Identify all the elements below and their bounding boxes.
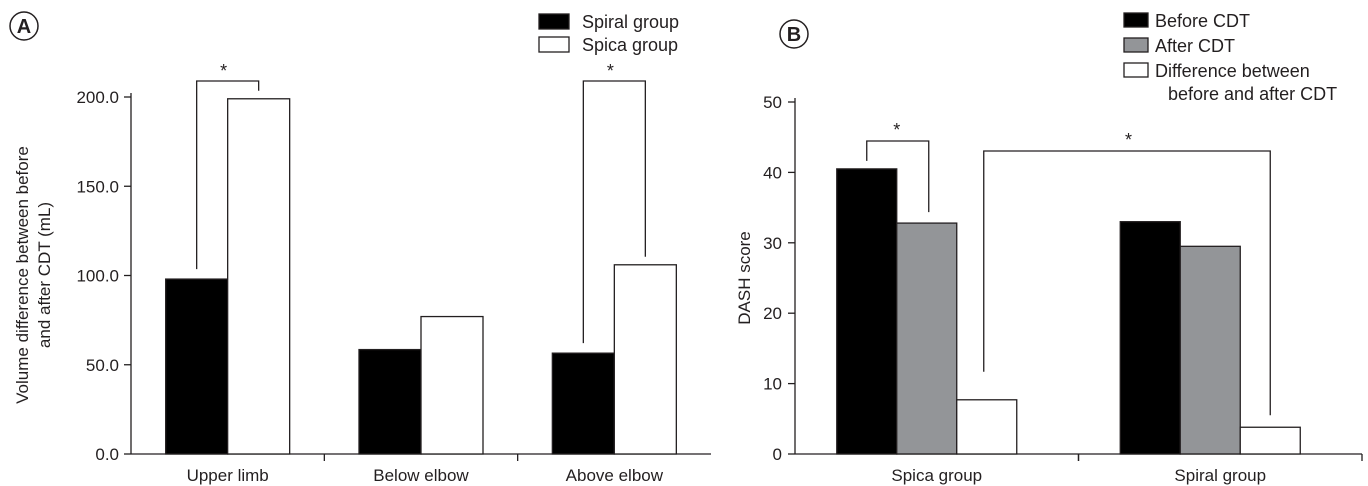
bar-difference-between-before-and-after-cdt bbox=[1239, 426, 1301, 455]
x-tick-label: Above elbow bbox=[566, 466, 664, 485]
x-tick-label: Spica group bbox=[891, 466, 982, 485]
y-tick-label: 50 bbox=[763, 93, 782, 112]
legend-label: Spica group bbox=[582, 35, 678, 55]
y-tick-label: 50.0 bbox=[86, 356, 119, 375]
legend-swatch bbox=[1123, 37, 1149, 53]
bar-spiral-group bbox=[551, 352, 615, 455]
y-tick-label: 0.0 bbox=[95, 445, 119, 464]
panel-label: B bbox=[787, 24, 801, 46]
legend-label: Difference between bbox=[1155, 61, 1310, 81]
legend-swatch bbox=[538, 36, 570, 53]
legend-label: before and after CDT bbox=[1168, 84, 1337, 104]
y-tick-label: 0 bbox=[773, 445, 782, 464]
y-tick-label: 200.0 bbox=[76, 88, 119, 107]
y-tick-label: 40 bbox=[763, 163, 782, 182]
x-tick-label: Below elbow bbox=[373, 466, 469, 485]
significance-bracket bbox=[582, 80, 646, 344]
significance-star: * bbox=[220, 61, 227, 81]
panel-label-circle bbox=[9, 11, 39, 41]
bar-before-cdt bbox=[1119, 221, 1181, 455]
panel-label: A bbox=[17, 16, 31, 38]
legend-label: Before CDT bbox=[1155, 11, 1250, 31]
significance-star: * bbox=[607, 61, 614, 81]
bar-spica-group bbox=[613, 264, 677, 455]
legend-label: Spiral group bbox=[582, 12, 679, 32]
significance-bracket bbox=[983, 150, 1271, 416]
x-tick-label: Upper limb bbox=[187, 466, 269, 485]
y-tick-label: 100.0 bbox=[76, 267, 119, 286]
y-axis-label: Volume difference between before bbox=[13, 146, 32, 404]
significance-bracket bbox=[196, 80, 260, 270]
bar-difference-between-before-and-after-cdt bbox=[956, 399, 1018, 455]
legend-swatch bbox=[1123, 62, 1149, 78]
significance-star: * bbox=[1125, 130, 1132, 150]
y-tick-label: 10 bbox=[763, 375, 782, 394]
legend-label: After CDT bbox=[1155, 36, 1235, 56]
bar-spiral-group bbox=[358, 348, 422, 455]
panel-label-circle bbox=[779, 19, 809, 49]
significance-star: * bbox=[893, 120, 900, 140]
legend-swatch bbox=[538, 13, 570, 30]
bar-spica-group bbox=[420, 315, 484, 455]
y-axis-label: DASH score bbox=[735, 231, 754, 325]
y-tick-label: 20 bbox=[763, 304, 782, 323]
y-tick-label: 30 bbox=[763, 234, 782, 253]
legend-swatch bbox=[1123, 12, 1149, 28]
y-tick-label: 150.0 bbox=[76, 177, 119, 196]
x-tick-label: Spiral group bbox=[1174, 466, 1266, 485]
bar-spica-group bbox=[227, 98, 291, 455]
bar-after-cdt bbox=[896, 222, 958, 455]
bar-before-cdt bbox=[836, 168, 898, 455]
y-axis-label: and after CDT (mL) bbox=[35, 202, 54, 348]
bar-after-cdt bbox=[1179, 245, 1241, 455]
bar-spiral-group bbox=[165, 278, 229, 455]
significance-bracket bbox=[866, 140, 930, 213]
